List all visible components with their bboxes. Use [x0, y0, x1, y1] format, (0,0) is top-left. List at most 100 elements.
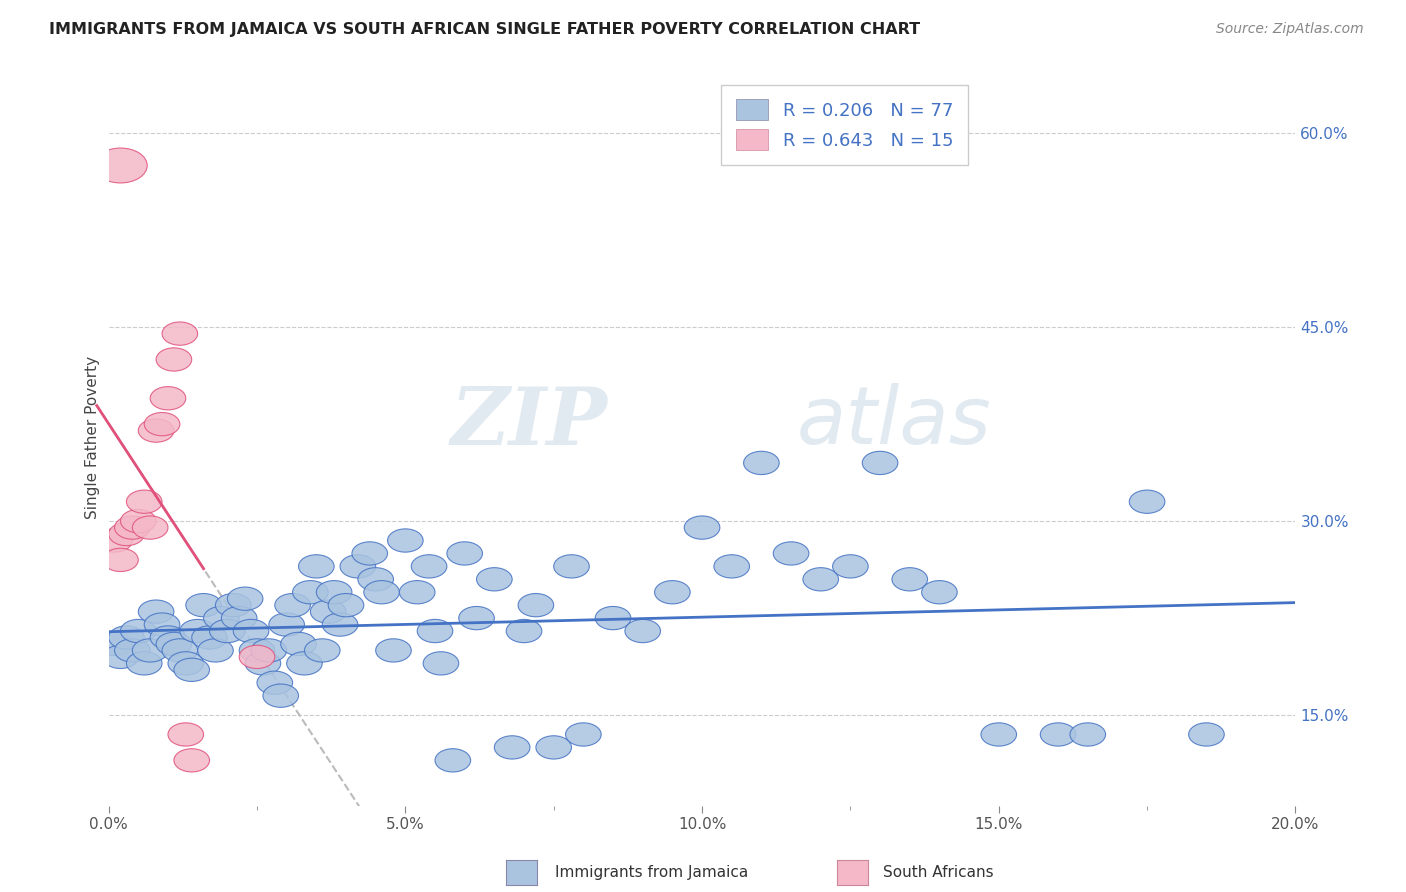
Ellipse shape	[228, 587, 263, 610]
Text: Source: ZipAtlas.com: Source: ZipAtlas.com	[1216, 22, 1364, 37]
Ellipse shape	[239, 639, 274, 662]
Ellipse shape	[517, 593, 554, 616]
Ellipse shape	[328, 593, 364, 616]
Ellipse shape	[150, 386, 186, 410]
Ellipse shape	[121, 509, 156, 533]
Ellipse shape	[554, 555, 589, 578]
Ellipse shape	[495, 736, 530, 759]
Ellipse shape	[412, 555, 447, 578]
Ellipse shape	[298, 555, 335, 578]
Ellipse shape	[862, 451, 898, 475]
Ellipse shape	[97, 529, 132, 552]
Ellipse shape	[233, 619, 269, 642]
Ellipse shape	[447, 541, 482, 565]
Ellipse shape	[145, 412, 180, 436]
Ellipse shape	[832, 555, 868, 578]
Ellipse shape	[322, 613, 359, 636]
Ellipse shape	[375, 639, 412, 662]
Text: South Africans: South Africans	[883, 865, 994, 880]
Ellipse shape	[305, 639, 340, 662]
Ellipse shape	[1070, 723, 1105, 746]
Ellipse shape	[477, 567, 512, 591]
Ellipse shape	[536, 736, 571, 759]
Ellipse shape	[209, 619, 245, 642]
Ellipse shape	[685, 516, 720, 539]
Ellipse shape	[287, 652, 322, 675]
Ellipse shape	[108, 626, 145, 649]
Ellipse shape	[281, 632, 316, 656]
Ellipse shape	[167, 723, 204, 746]
Ellipse shape	[263, 684, 298, 707]
Ellipse shape	[174, 748, 209, 772]
Ellipse shape	[180, 619, 215, 642]
Ellipse shape	[97, 632, 132, 656]
Ellipse shape	[252, 639, 287, 662]
Ellipse shape	[114, 639, 150, 662]
Ellipse shape	[1040, 723, 1076, 746]
Ellipse shape	[364, 581, 399, 604]
Ellipse shape	[274, 593, 311, 616]
Ellipse shape	[114, 516, 150, 539]
Ellipse shape	[204, 607, 239, 630]
Ellipse shape	[292, 581, 328, 604]
Ellipse shape	[198, 639, 233, 662]
Ellipse shape	[316, 581, 352, 604]
Ellipse shape	[138, 419, 174, 442]
Ellipse shape	[108, 523, 145, 546]
Ellipse shape	[121, 619, 156, 642]
Ellipse shape	[156, 348, 191, 371]
Ellipse shape	[269, 613, 305, 636]
Ellipse shape	[624, 619, 661, 642]
Ellipse shape	[257, 671, 292, 694]
Ellipse shape	[418, 619, 453, 642]
Ellipse shape	[434, 748, 471, 772]
Ellipse shape	[221, 607, 257, 630]
Ellipse shape	[506, 619, 541, 642]
Ellipse shape	[145, 613, 180, 636]
Ellipse shape	[388, 529, 423, 552]
Ellipse shape	[103, 549, 138, 572]
Ellipse shape	[921, 581, 957, 604]
Ellipse shape	[156, 632, 191, 656]
Ellipse shape	[744, 451, 779, 475]
Ellipse shape	[458, 607, 495, 630]
Text: atlas: atlas	[797, 384, 991, 461]
Ellipse shape	[423, 652, 458, 675]
Text: Immigrants from Jamaica: Immigrants from Jamaica	[555, 865, 748, 880]
Text: ZIP: ZIP	[450, 384, 607, 461]
Ellipse shape	[127, 652, 162, 675]
Ellipse shape	[186, 593, 221, 616]
Ellipse shape	[714, 555, 749, 578]
Ellipse shape	[891, 567, 928, 591]
Ellipse shape	[399, 581, 434, 604]
Ellipse shape	[359, 567, 394, 591]
Ellipse shape	[565, 723, 602, 746]
Ellipse shape	[340, 555, 375, 578]
Ellipse shape	[1129, 490, 1166, 514]
Ellipse shape	[132, 639, 167, 662]
Ellipse shape	[215, 593, 252, 616]
Ellipse shape	[655, 581, 690, 604]
Ellipse shape	[773, 541, 808, 565]
Ellipse shape	[162, 639, 198, 662]
Ellipse shape	[150, 626, 186, 649]
Ellipse shape	[132, 516, 167, 539]
Ellipse shape	[981, 723, 1017, 746]
Ellipse shape	[94, 148, 148, 183]
Ellipse shape	[311, 600, 346, 624]
Ellipse shape	[162, 322, 198, 345]
Ellipse shape	[1188, 723, 1225, 746]
Ellipse shape	[245, 652, 281, 675]
Y-axis label: Single Father Poverty: Single Father Poverty	[86, 356, 100, 518]
Ellipse shape	[127, 490, 162, 514]
Ellipse shape	[174, 658, 209, 681]
Ellipse shape	[352, 541, 388, 565]
Text: IMMIGRANTS FROM JAMAICA VS SOUTH AFRICAN SINGLE FATHER POVERTY CORRELATION CHART: IMMIGRANTS FROM JAMAICA VS SOUTH AFRICAN…	[49, 22, 921, 37]
Ellipse shape	[595, 607, 631, 630]
Ellipse shape	[138, 600, 174, 624]
Ellipse shape	[803, 567, 838, 591]
Ellipse shape	[191, 626, 228, 649]
Ellipse shape	[167, 652, 204, 675]
Legend: R = 0.206   N = 77, R = 0.643   N = 15: R = 0.206 N = 77, R = 0.643 N = 15	[721, 85, 967, 164]
Ellipse shape	[103, 645, 138, 668]
